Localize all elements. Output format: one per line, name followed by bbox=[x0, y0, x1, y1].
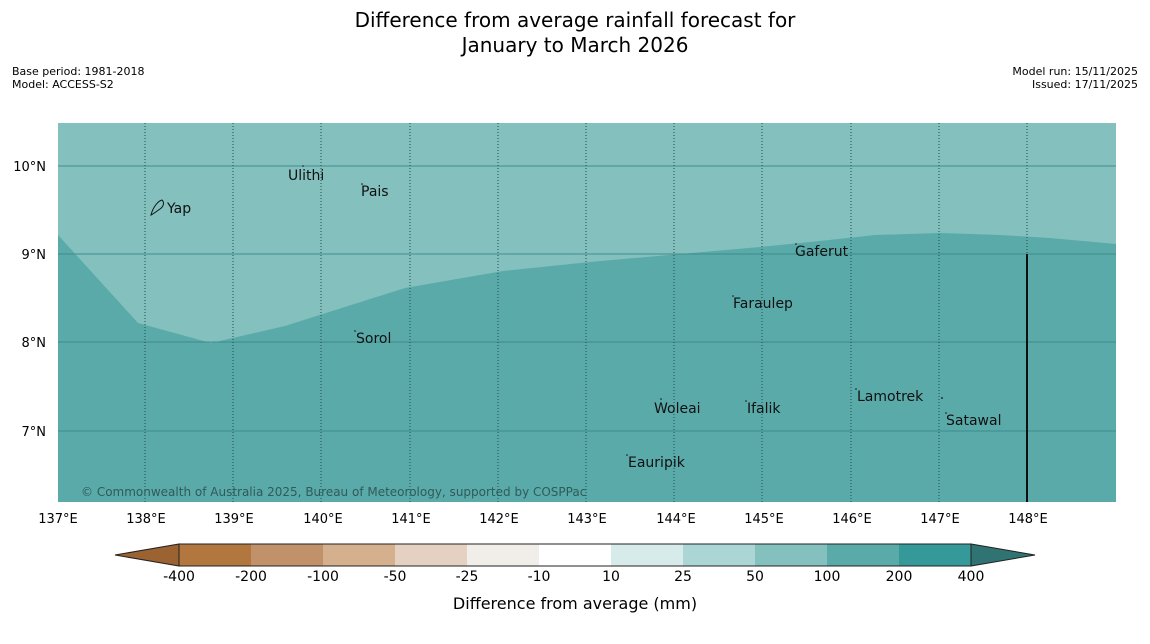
marker-ifalik bbox=[745, 400, 747, 402]
colorbar-segment-2 bbox=[251, 544, 323, 566]
colorbar-segment-10 bbox=[827, 544, 899, 566]
colorbar-segment-11 bbox=[899, 544, 971, 566]
colorbar-tick-8: 50 bbox=[746, 569, 764, 585]
marker-sorol bbox=[354, 330, 356, 332]
colorbar-tick-9: 100 bbox=[813, 569, 841, 585]
colorbar-tick-10: 200 bbox=[885, 569, 913, 585]
title-line-2: January to March 2026 bbox=[461, 33, 689, 57]
lat-label-9n: 9°N bbox=[22, 248, 47, 263]
marker-lamotrek bbox=[855, 388, 857, 390]
marker-satawal bbox=[945, 412, 947, 414]
lon-label-143e: 143°E bbox=[567, 512, 607, 527]
colorbar-extend-high bbox=[970, 543, 1036, 567]
colorbar-tick-4: -25 bbox=[455, 569, 479, 585]
marker-pais bbox=[361, 183, 363, 185]
colorbar-tick-5: -10 bbox=[527, 569, 551, 585]
colorbar bbox=[114, 543, 1036, 567]
copyright-notice: © Commonwealth of Australia 2025, Bureau… bbox=[81, 485, 586, 499]
marker-lamotrek-east bbox=[941, 397, 943, 399]
marker-eauripik bbox=[626, 454, 628, 456]
latitude-labels: 10°N 9°N 8°N 7°N bbox=[13, 160, 46, 440]
lon-label-140e: 140°E bbox=[303, 512, 343, 527]
island-markers bbox=[302, 165, 947, 456]
colorbar-tick-1: -200 bbox=[235, 569, 267, 585]
lon-label-141e: 141°E bbox=[391, 512, 431, 527]
colorbar-segment-4 bbox=[395, 544, 467, 566]
lat-label-8n: 8°N bbox=[22, 336, 47, 351]
colorbar-segment-6 bbox=[539, 544, 611, 566]
place-satawal: Satawal bbox=[946, 413, 1001, 429]
colorbar-tick-6: 10 bbox=[602, 569, 620, 585]
lon-label-138e: 138°E bbox=[126, 512, 166, 527]
map-title: Difference from average rainfall forecas… bbox=[0, 8, 1150, 58]
title-line-1: Difference from average rainfall forecas… bbox=[354, 8, 796, 32]
lat-label-7n: 7°N bbox=[22, 425, 47, 440]
lon-label-146e: 146°E bbox=[832, 512, 872, 527]
marker-gaferut bbox=[795, 243, 797, 245]
colorbar-segment-7 bbox=[611, 544, 683, 566]
colorbar-title: Difference from average (mm) bbox=[452, 594, 698, 613]
yap-island-outline bbox=[150, 199, 164, 216]
longitude-labels: 137°E 138°E 139°E 140°E 141°E 142°E 143°… bbox=[38, 512, 1048, 527]
marker-woleai bbox=[660, 398, 662, 400]
lon-label-148e: 148°E bbox=[1008, 512, 1048, 527]
colorbar-tick-3: -50 bbox=[383, 569, 407, 585]
colorbar-outline bbox=[178, 543, 972, 567]
place-woleai: Woleai bbox=[654, 401, 701, 417]
place-faraulep: Faraulep bbox=[733, 296, 793, 312]
latitude-gridlines bbox=[58, 165, 1116, 432]
base-period: Base period: 1981-2018 bbox=[12, 65, 145, 78]
place-lamotrek: Lamotrek bbox=[857, 389, 924, 405]
colorbar-segment-5 bbox=[467, 544, 539, 566]
colorbar-segment-1 bbox=[179, 544, 251, 566]
place-gaferut: Gaferut bbox=[795, 244, 849, 260]
colorbar-tick-7: 25 bbox=[674, 569, 692, 585]
model-name: Model: ACCESS-S2 bbox=[12, 78, 114, 91]
colorbar-segment-3 bbox=[323, 544, 395, 566]
meta-left: Base period: 1981-2018 Model: ACCESS-S2 bbox=[12, 65, 144, 91]
lon-label-147e: 147°E bbox=[920, 512, 960, 527]
marker-ulithi bbox=[302, 165, 304, 167]
colorbar-tick-2: -100 bbox=[307, 569, 339, 585]
colorbar-tick-0: -400 bbox=[163, 569, 195, 585]
lat-label-10n: 10°N bbox=[13, 160, 46, 175]
place-pais: Pais bbox=[361, 184, 389, 200]
lon-label-144e: 144°E bbox=[656, 512, 696, 527]
lon-label-137e: 137°E bbox=[38, 512, 78, 527]
colorbar-segment-8 bbox=[683, 544, 755, 566]
marker-faraulep bbox=[732, 295, 734, 297]
lon-label-139e: 139°E bbox=[214, 512, 254, 527]
place-yap: Yap bbox=[166, 201, 191, 217]
place-ifalik: Ifalik bbox=[747, 401, 781, 417]
colorbar-extend-low bbox=[114, 543, 180, 567]
colorbar-segment-9 bbox=[755, 544, 827, 566]
meta-right: Model run: 15/11/2025 Issued: 17/11/2025 bbox=[1012, 65, 1138, 91]
lon-label-145e: 145°E bbox=[744, 512, 784, 527]
longitude-gridlines bbox=[144, 123, 1028, 502]
lon-label-142e: 142°E bbox=[479, 512, 519, 527]
issued-date: Issued: 17/11/2025 bbox=[1031, 78, 1138, 91]
place-sorol: Sorol bbox=[356, 331, 391, 347]
model-run: Model run: 15/11/2025 bbox=[1012, 65, 1138, 78]
place-eauripik: Eauripik bbox=[628, 455, 686, 471]
colorbar-tick-11: 400 bbox=[957, 569, 985, 585]
place-ulithi: Ulithi bbox=[288, 168, 324, 184]
place-labels: Ulithi Pais Yap Gaferut Faraulep Sorol W… bbox=[166, 168, 1001, 471]
